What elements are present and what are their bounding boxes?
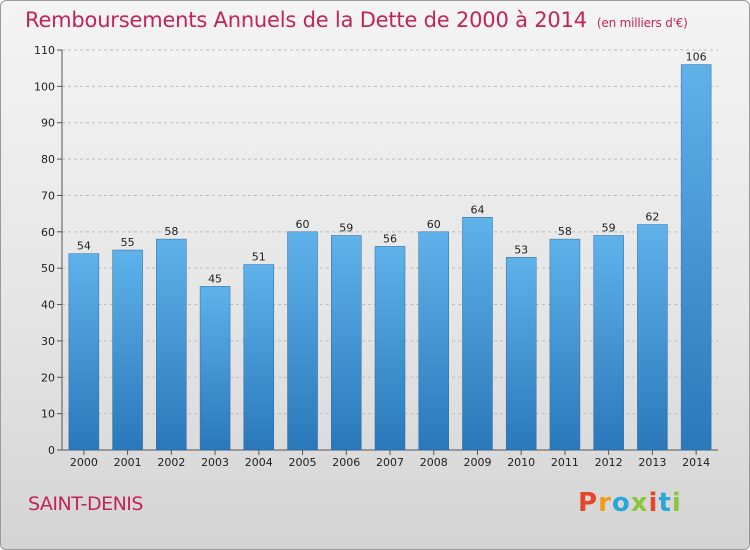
data-label: 58	[164, 225, 178, 238]
x-tick-label: 2000	[70, 456, 98, 469]
bar	[462, 217, 493, 451]
logo-letter: o	[611, 488, 631, 518]
x-tick-label: 2008	[420, 456, 448, 469]
commune-name: SAINT-DENIS	[28, 493, 143, 515]
chart-title: Remboursements Annuels de la Dette de 20…	[25, 8, 688, 32]
data-label: 54	[77, 240, 91, 253]
x-tick-label: 2004	[245, 456, 273, 469]
data-label: 58	[558, 225, 572, 238]
x-tick-label: 2006	[332, 456, 360, 469]
bar	[243, 264, 275, 451]
data-label: 53	[514, 243, 528, 256]
x-tick-label: 2001	[114, 456, 142, 469]
y-tick-label: 10	[41, 408, 55, 421]
bar	[199, 286, 231, 451]
bar	[374, 246, 406, 451]
y-tick-label: 100	[34, 80, 55, 93]
bar	[287, 231, 318, 451]
y-tick-label: 30	[41, 335, 55, 348]
x-tick-label: 2011	[551, 456, 579, 469]
data-label: 64	[470, 203, 484, 216]
data-label: 62	[645, 211, 659, 224]
logo-letter: i	[648, 488, 659, 518]
bar	[112, 249, 143, 451]
proxiti-logo: Proxiti	[578, 488, 682, 518]
data-label: 59	[339, 221, 353, 234]
bar	[68, 253, 100, 451]
bars	[68, 64, 712, 451]
logo-letter: x	[630, 488, 649, 518]
y-tick-label: 70	[41, 189, 55, 202]
data-label: 106	[686, 51, 707, 64]
data-label: 56	[383, 232, 397, 245]
data-label: 60	[296, 218, 310, 231]
logo-letter: i	[671, 488, 682, 518]
y-tick-label: 40	[41, 299, 55, 312]
data-label: 60	[427, 218, 441, 231]
data-label: 59	[602, 221, 616, 234]
x-tick-label: 2010	[507, 456, 535, 469]
y-tick-label: 50	[41, 262, 55, 275]
y-tick-label: 110	[34, 44, 55, 57]
x-tick-label: 2003	[201, 456, 229, 469]
unit-label: (en milliers d'€)	[596, 16, 688, 30]
title-text: Remboursements Annuels de la Dette de 20…	[25, 8, 587, 32]
logo-letter: P	[578, 488, 599, 518]
bar	[418, 231, 449, 451]
logo-letter: r	[598, 488, 612, 518]
bar	[680, 64, 712, 451]
bar	[156, 238, 187, 451]
x-tick-label: 2012	[595, 456, 623, 469]
bar	[331, 235, 362, 451]
axes: 0 10 20 30 40 50 60 70 80 90 100 110 2000 2001 2002 200…	[34, 44, 718, 469]
x-tick-label: 2009	[463, 456, 491, 469]
x-tick-label: 2007	[376, 456, 404, 469]
value-labels: 54 55 58 45 51 60 59 56 60 64 53 58 59 62 106	[77, 51, 707, 286]
bar	[505, 257, 537, 451]
logo-letter: t	[658, 488, 672, 518]
data-label: 51	[252, 251, 266, 264]
x-tick-label: 2014	[682, 456, 710, 469]
data-label: 45	[208, 272, 222, 285]
y-tick-label: 90	[41, 117, 55, 130]
x-tick-label: 2005	[289, 456, 317, 469]
x-tick-label: 2002	[157, 456, 185, 469]
y-tick-label: 80	[41, 153, 55, 166]
data-label: 55	[121, 236, 135, 249]
bar	[593, 235, 624, 451]
y-tick-label: 60	[41, 226, 55, 239]
y-tick-label: 0	[48, 444, 55, 457]
y-tick-label: 20	[41, 371, 55, 384]
bar	[637, 224, 668, 451]
x-tick-label: 2013	[638, 456, 666, 469]
bar	[549, 238, 581, 451]
